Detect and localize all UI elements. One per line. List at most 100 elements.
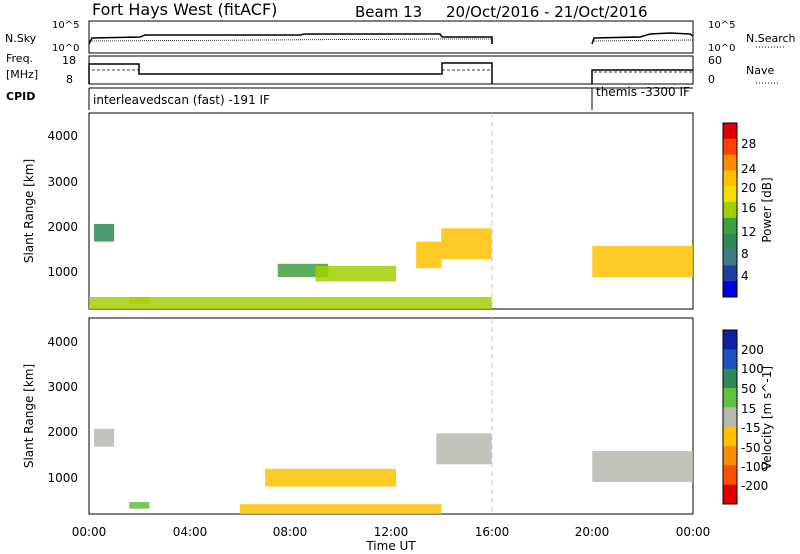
velocity-colorbar: 200 100 50 15 -15 -50 -100 -200 Velocity…	[722, 329, 774, 505]
velocity-colorbar-blocks	[723, 330, 737, 505]
noise-left-tick-high: 10^5	[52, 20, 79, 31]
power-cbar-tick-24: 24	[741, 162, 756, 176]
vel-cbar-tick-m50: -50	[741, 441, 761, 455]
velocity-ylabel: Slant Range [km]	[22, 364, 36, 468]
xtick-0400: 04:00	[173, 525, 208, 539]
power-ytick-3000: 3000	[47, 175, 78, 189]
vel-cbar-tick-100: 100	[741, 362, 764, 376]
freq-line	[88, 62, 493, 84]
power-patch-6	[441, 228, 492, 260]
noise-left-tick-low: 10^0	[52, 43, 79, 54]
velocity-cbar-block-2	[723, 368, 737, 389]
velocity-yticks: 4000 3000 2000 1000	[47, 335, 78, 485]
noise-sky-label: N.Sky	[5, 32, 37, 45]
velocity-cbar-label: Velocity [m s^-1]	[760, 366, 774, 470]
freq-label-line1: Freq.	[6, 52, 33, 65]
power-yticks: 4000 3000 2000 1000	[47, 129, 78, 279]
vel-cbar-tick-50: 50	[741, 382, 756, 396]
power-cbar-block-8	[723, 249, 737, 266]
power-ylabel: Slant Range [km]	[22, 159, 36, 263]
power-patch-4	[315, 266, 396, 282]
power-cbar-block-6	[723, 217, 737, 235]
power-cbar-label: Power [dB]	[760, 177, 774, 242]
xtick-0000: 00:00	[72, 525, 107, 539]
date-range: 20/Oct/2016 - 21/Oct/2016	[446, 3, 648, 21]
power-cbar-block-5	[723, 202, 737, 219]
xtick-2000: 20:00	[575, 525, 610, 539]
velocity-patch-2	[240, 504, 442, 514]
vel-cbar-tick-m100: -100	[741, 460, 768, 474]
velocity-ytick-4000: 4000	[47, 335, 78, 349]
cpid-mode-early: interleavedscan (fast) -191 IF	[93, 93, 270, 107]
noise-right-tick-low: 10^0	[708, 43, 735, 54]
velocity-heatmap	[94, 428, 693, 514]
noise-search-line	[91, 38, 492, 42]
power-heatmap	[89, 223, 693, 309]
freq-label-line2: [MHz]	[6, 68, 38, 81]
power-cbar-tick-12: 12	[741, 225, 756, 239]
velocity-patch-4	[436, 433, 492, 465]
vel-cbar-tick-m15: -15	[741, 421, 761, 435]
freq-right-tick-high: 60	[708, 54, 722, 67]
freq-left-tick-high: 18	[62, 54, 76, 67]
cpid-mode-late: themis -3300 IF	[596, 85, 690, 99]
vel-cbar-tick-15: 15	[741, 402, 756, 416]
xtick-0800: 08:00	[273, 525, 308, 539]
velocity-cbar-block-0	[723, 330, 737, 350]
power-ytick-1000: 1000	[47, 265, 78, 279]
power-cbar-block-9	[723, 265, 737, 282]
noise-search-label: N.Search	[746, 32, 796, 45]
power-patch-7	[592, 246, 693, 277]
velocity-cbar-block-6	[723, 446, 737, 466]
velocity-cbar-block-7	[723, 465, 737, 486]
noise-sky-line	[88, 33, 493, 45]
power-cbar-block-2	[723, 154, 737, 171]
power-panel: Slant Range [km] 4000 3000 2000 1000	[22, 112, 694, 310]
velocity-cbar-block-3	[723, 388, 737, 408]
velocity-ytick-1000: 1000	[47, 471, 78, 485]
noise-panel: N.Sky 10^5 10^0 10^5 10^0 N.Search	[5, 20, 796, 54]
power-cbar-tick-8: 8	[741, 247, 749, 261]
xtick-1200: 12:00	[374, 525, 409, 539]
power-cbar-tick-4: 4	[741, 269, 749, 283]
power-cbar-block-0	[723, 123, 737, 140]
power-patch-2	[89, 297, 492, 309]
xtick-end: 00:00	[676, 525, 711, 539]
xlabel: Time UT	[365, 539, 416, 553]
station-title: Fort Hays West (fitACF)	[92, 0, 277, 19]
freq-line-late	[591, 69, 693, 84]
velocity-cbar-block-5	[723, 426, 737, 447]
x-axis: 00:00 04:00 08:00 12:00 16:00 20:00 00:0…	[72, 525, 711, 553]
velocity-patch-1	[129, 502, 150, 509]
vel-cbar-tick-200: 200	[741, 343, 764, 357]
power-cbar-tick-20: 20	[741, 181, 756, 195]
cpid-panel: CPID interleavedscan (fast) -191 IF them…	[6, 85, 693, 110]
power-cbar-block-10	[723, 281, 737, 298]
freq-left-tick-low: 8	[66, 73, 73, 86]
beam-label: Beam 13	[355, 3, 422, 21]
cpid-label: CPID	[6, 90, 35, 103]
noise-sky-line-late	[591, 32, 694, 45]
velocity-cbar-block-8	[723, 484, 737, 505]
velocity-patch-3	[265, 468, 397, 487]
velocity-patch-5	[592, 451, 693, 482]
vel-cbar-tick-m200: -200	[741, 479, 768, 493]
power-cbar-block-1	[723, 138, 737, 156]
power-cbar-block-3	[723, 170, 737, 187]
freq-panel: Freq. [MHz] 18 8 60 0 Nave	[6, 52, 780, 86]
power-patch-0	[94, 223, 115, 242]
power-ytick-2000: 2000	[47, 220, 78, 234]
velocity-ytick-3000: 3000	[47, 380, 78, 394]
xtick-1600: 16:00	[475, 525, 510, 539]
power-cbar-block-4	[723, 186, 737, 203]
freq-right-tick-low: 0	[708, 73, 715, 86]
velocity-ytick-2000: 2000	[47, 425, 78, 439]
power-cbar-tick-28: 28	[741, 137, 756, 151]
power-cbar-block-7	[723, 233, 737, 250]
power-ytick-4000: 4000	[47, 129, 78, 143]
velocity-cbar-block-1	[723, 349, 737, 370]
power-colorbar-blocks	[723, 123, 737, 298]
velocity-patch-0	[94, 428, 115, 447]
power-colorbar: 28 24 20 16 12 8 4 Power [dB]	[722, 122, 774, 298]
